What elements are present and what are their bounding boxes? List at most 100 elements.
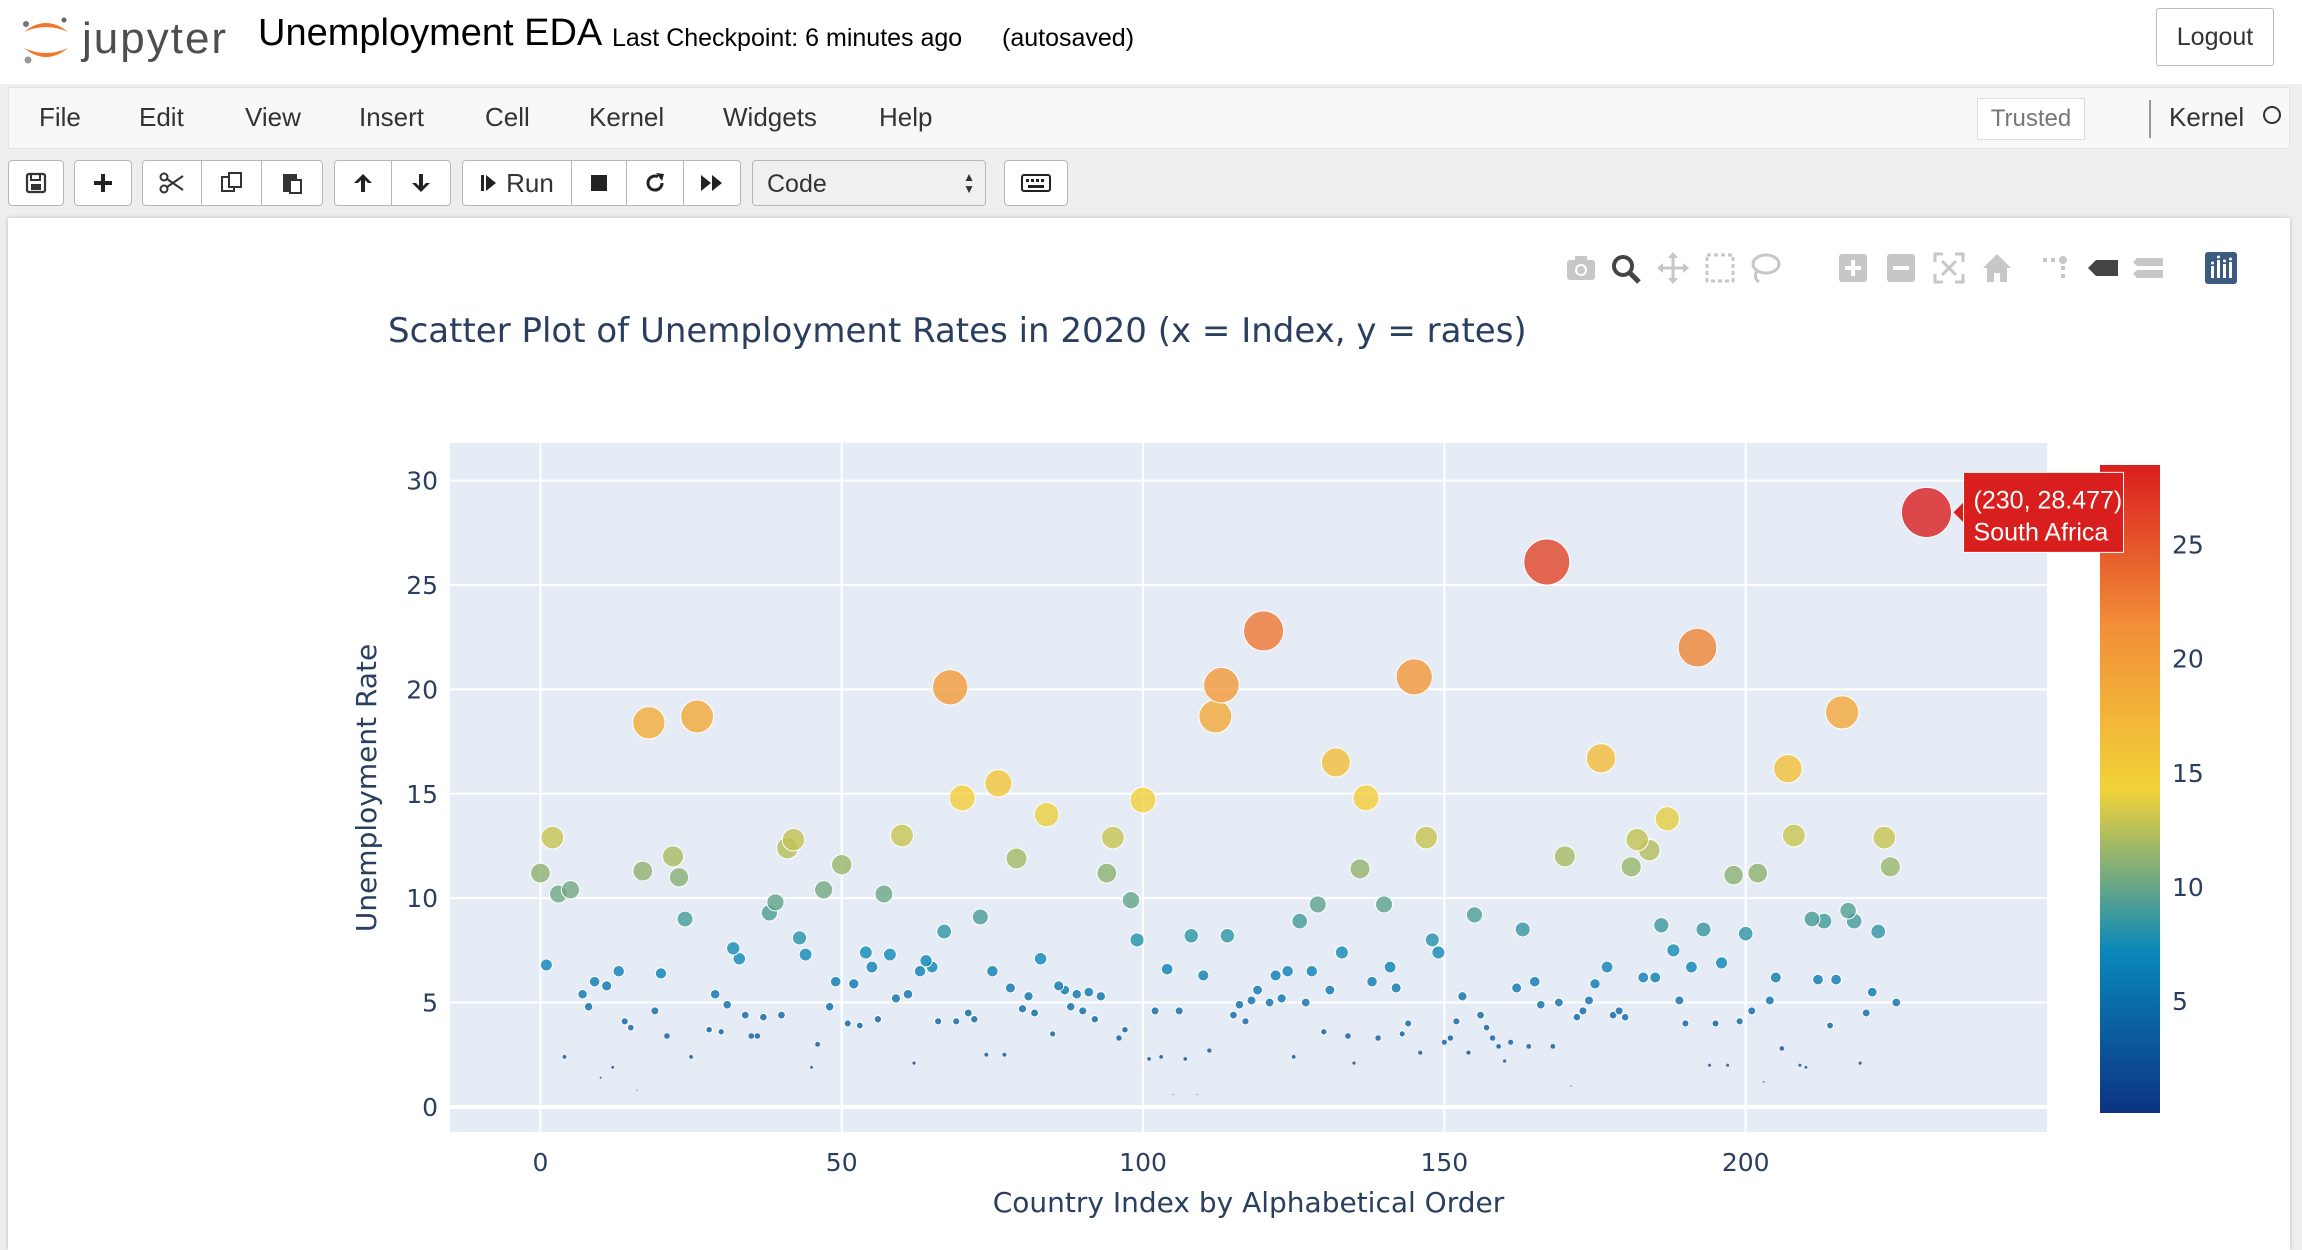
data-point[interactable] xyxy=(1525,1043,1532,1050)
cell-type-select[interactable]: Code ▲ ▼ xyxy=(752,160,986,206)
menu-widgets[interactable]: Widgets xyxy=(723,102,817,132)
hover-closest-icon[interactable] xyxy=(2088,260,2118,276)
copy-button[interactable] xyxy=(201,160,262,206)
insert-cell-button[interactable] xyxy=(74,160,132,206)
data-point[interactable] xyxy=(1334,945,1349,960)
data-point[interactable] xyxy=(1349,858,1371,880)
data-point[interactable] xyxy=(1797,1063,1802,1068)
data-point[interactable] xyxy=(855,1021,864,1030)
data-point[interactable] xyxy=(1553,997,1564,1008)
data-point[interactable] xyxy=(1725,1063,1730,1068)
data-point[interactable] xyxy=(601,980,613,992)
data-point[interactable] xyxy=(1553,845,1576,868)
data-point[interactable] xyxy=(1677,627,1718,668)
data-point[interactable] xyxy=(1150,1006,1160,1016)
data-point[interactable] xyxy=(963,1008,973,1018)
data-point[interactable] xyxy=(1578,1006,1588,1016)
data-point[interactable] xyxy=(732,951,747,966)
data-point[interactable] xyxy=(1457,991,1468,1002)
data-point[interactable] xyxy=(599,1076,603,1080)
data-point[interactable] xyxy=(530,862,551,884)
data-point[interactable] xyxy=(722,999,733,1010)
data-point[interactable] xyxy=(791,930,808,946)
data-point[interactable] xyxy=(1495,1043,1502,1050)
data-point[interactable] xyxy=(1146,1056,1152,1062)
data-point[interactable] xyxy=(1824,695,1860,730)
data-point[interactable] xyxy=(1005,847,1028,870)
data-point[interactable] xyxy=(766,893,785,912)
zoom-in-icon[interactable] xyxy=(1839,254,1867,282)
restart-run-all-button[interactable] xyxy=(683,160,741,206)
data-point[interactable] xyxy=(1129,786,1157,814)
data-point[interactable] xyxy=(1608,1010,1618,1020)
data-point[interactable] xyxy=(1071,988,1082,1000)
data-point[interactable] xyxy=(936,923,953,940)
data-point[interactable] xyxy=(1398,1030,1406,1038)
data-point[interactable] xyxy=(824,1002,835,1012)
save-button[interactable] xyxy=(8,160,64,206)
data-point[interactable] xyxy=(1174,1006,1184,1016)
data-point[interactable] xyxy=(1030,1008,1040,1018)
data-point[interactable] xyxy=(1160,962,1174,976)
data-point[interactable] xyxy=(1291,1054,1297,1060)
data-point[interactable] xyxy=(1769,971,1782,984)
data-point[interactable] xyxy=(1737,925,1754,942)
data-point[interactable] xyxy=(848,978,860,990)
data-point[interactable] xyxy=(1172,1093,1175,1096)
data-point[interactable] xyxy=(1424,932,1440,948)
data-point[interactable] xyxy=(1002,1052,1007,1058)
move-up-button[interactable] xyxy=(334,160,392,206)
data-point[interactable] xyxy=(540,825,565,850)
camera-icon[interactable] xyxy=(1567,256,1595,280)
data-point[interactable] xyxy=(610,1065,615,1070)
data-point[interactable] xyxy=(1747,862,1769,884)
data-point[interactable] xyxy=(983,1052,989,1058)
data-point[interactable] xyxy=(1243,610,1285,652)
data-point[interactable] xyxy=(726,941,741,956)
menu-edit[interactable]: Edit xyxy=(139,102,184,132)
data-point[interactable] xyxy=(1324,984,1336,996)
menu-file[interactable]: File xyxy=(39,102,81,132)
data-point[interactable] xyxy=(635,1089,638,1092)
data-point[interactable] xyxy=(809,1065,814,1070)
data-point[interactable] xyxy=(1711,1019,1720,1028)
data-point[interactable] xyxy=(1681,1019,1690,1028)
data-point[interactable] xyxy=(890,823,914,848)
data-point[interactable] xyxy=(1246,995,1257,1006)
data-point[interactable] xyxy=(1653,917,1670,934)
home-icon[interactable] xyxy=(1983,254,2011,282)
plotly-logo-icon[interactable] xyxy=(2205,252,2237,284)
data-point[interactable] xyxy=(1366,975,1378,988)
data-point[interactable] xyxy=(1620,856,1642,878)
data-point[interactable] xyxy=(984,769,1013,798)
data-point[interactable] xyxy=(814,1041,821,1048)
data-point[interactable] xyxy=(1414,825,1439,850)
data-point[interactable] xyxy=(1858,1061,1863,1066)
data-point[interactable] xyxy=(1198,699,1233,734)
data-point[interactable] xyxy=(1276,993,1287,1004)
zoom-out-icon[interactable] xyxy=(1887,254,1915,282)
data-point[interactable] xyxy=(865,960,879,974)
data-point[interactable] xyxy=(583,1002,594,1012)
data-point[interactable] xyxy=(1839,901,1857,920)
data-point[interactable] xyxy=(1053,980,1065,992)
data-point[interactable] xyxy=(1281,965,1294,978)
data-point[interactable] xyxy=(626,1023,635,1032)
data-point[interactable] xyxy=(668,867,690,888)
menu-view[interactable]: View xyxy=(245,102,301,132)
data-point[interactable] xyxy=(948,784,976,812)
data-point[interactable] xyxy=(1023,991,1034,1002)
data-point[interactable] xyxy=(1674,995,1685,1006)
data-point[interactable] xyxy=(932,669,969,706)
data-point[interactable] xyxy=(1158,1054,1164,1060)
data-point[interactable] xyxy=(661,845,685,868)
data-point[interactable] xyxy=(1872,825,1897,850)
data-point[interactable] xyxy=(740,1010,750,1020)
data-point[interactable] xyxy=(1482,1023,1491,1032)
data-point[interactable] xyxy=(1502,1058,1507,1064)
data-point[interactable] xyxy=(1305,965,1318,978)
data-point[interactable] xyxy=(1320,747,1351,778)
data-point[interactable] xyxy=(1390,982,1402,994)
data-point[interactable] xyxy=(1049,1030,1057,1038)
spikelines-icon[interactable] xyxy=(2043,256,2067,278)
